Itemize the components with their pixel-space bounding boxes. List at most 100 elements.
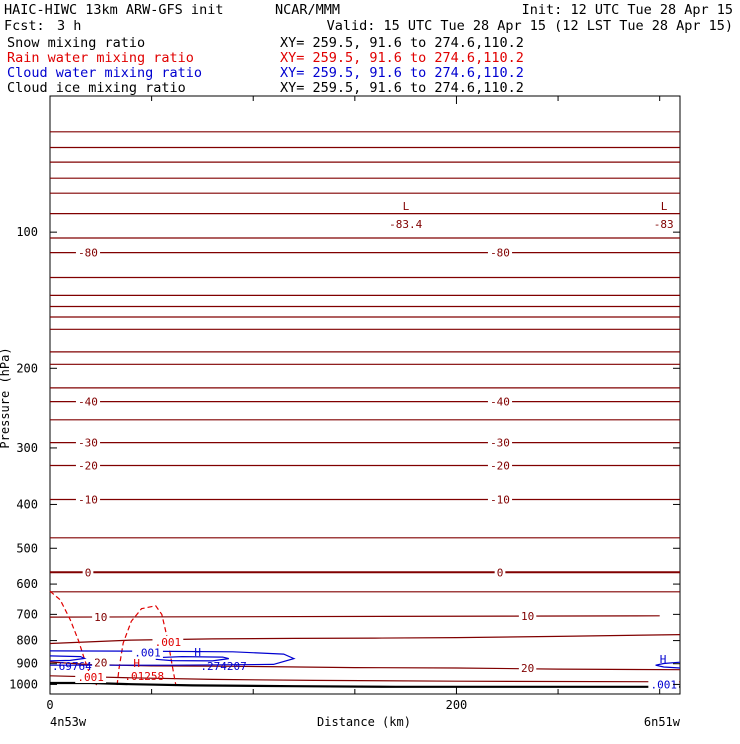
label-mask: [487, 246, 513, 259]
cloud-water-contour: [155, 655, 229, 662]
fcst-value: 3 h: [57, 18, 81, 34]
header: HAIC-HIWC 13km ARW-GFS init NCAR/MMM Ini…: [4, 2, 733, 96]
valid-time: Valid: 15 UTC Tue 28 Apr 15 (12 LST Tue …: [327, 18, 733, 34]
contour-label: -80: [78, 247, 98, 260]
contour-label: .001: [134, 646, 161, 659]
cloud-water-contour: [49, 655, 87, 662]
isotherm-lower: [49, 675, 681, 683]
contour-label: 10: [521, 610, 534, 623]
label-mask: [494, 566, 506, 579]
field-name: Cloud water mixing ratio: [7, 65, 202, 81]
x-axis-label: Distance (km): [317, 715, 411, 729]
contour-label: 0: [85, 566, 92, 579]
contour-label: -40: [78, 396, 98, 409]
contour-label: 10: [94, 611, 107, 624]
label-mask: [487, 436, 513, 449]
contour-label: -83.4: [389, 218, 422, 231]
temperature-contours: [49, 131, 681, 683]
isotherm-20: [49, 661, 681, 671]
label-mask: [75, 493, 101, 506]
label-mask: [132, 646, 163, 659]
label-mask: [518, 661, 537, 674]
low-marker: L: [661, 200, 668, 213]
init-time: Init: 12 UTC Tue 28 Apr 15: [522, 2, 733, 18]
contour-label: .001: [650, 678, 677, 691]
label-mask: [651, 217, 676, 230]
rain-max-value: .01258: [124, 670, 164, 683]
label-mask: [92, 611, 110, 624]
x-tick-label: 0: [46, 698, 53, 712]
field-list: Snow mixing ratio XY= 259.5, 91.6 to 274.…: [7, 35, 524, 96]
rain-contour: [49, 590, 98, 686]
contour-label: -80: [490, 247, 510, 260]
ground-pressure-line: [50, 681, 680, 688]
contour-label: -30: [490, 437, 510, 450]
cloud-max-value: .274207: [200, 660, 246, 673]
right-endpoint-label: 6n51w: [644, 715, 681, 729]
y-tick-label: 800: [16, 634, 38, 648]
left-endpoint-label: 4n53w: [50, 715, 87, 729]
label-mask: [75, 436, 101, 449]
cloud-max-marker: H: [194, 646, 201, 659]
label-mask: [75, 246, 101, 259]
field-name: Rain water mixing ratio: [7, 50, 194, 66]
contour-label: -83: [654, 218, 674, 231]
y-tick-label: 200: [16, 361, 38, 375]
y-tick-label: 100: [16, 225, 38, 239]
y-tick-label: 1000: [9, 677, 38, 691]
contour-label: 0: [497, 566, 504, 579]
label-mask: [648, 678, 680, 691]
field-xy: XY= 259.5, 91.6 to 274.6,110.2: [280, 50, 524, 66]
y-tick-label: 400: [16, 497, 38, 511]
label-mask: [386, 217, 425, 230]
cloud-water-contour: [655, 661, 681, 669]
isotherm-rising: [49, 634, 681, 645]
label-mask: [487, 395, 513, 408]
y-axis-label: Pressure (hPa): [0, 347, 12, 448]
field-xy: XY= 259.5, 91.6 to 274.6,110.2: [280, 35, 524, 51]
model-title: HAIC-HIWC 13km ARW-GFS init: [4, 2, 223, 18]
label-mask: [487, 459, 513, 472]
isotherm-10: [49, 615, 660, 618]
y-tick-label: 300: [16, 441, 38, 455]
label-mask: [82, 566, 94, 579]
label-mask: [152, 635, 184, 648]
y-tick-label: 900: [16, 657, 38, 671]
field-name: Cloud ice mixing ratio: [7, 80, 186, 96]
label-mask: [518, 610, 537, 623]
contour-label: -10: [78, 493, 98, 506]
rain-max-marker: H: [133, 657, 140, 670]
x-tick-label: 200: [446, 698, 468, 712]
y-tick-label: 600: [16, 577, 38, 591]
field-xy: XY= 259.5, 91.6 to 274.6,110.2: [280, 65, 524, 81]
contour-labels: -80 -80 -40 -40 -30 -30 -20 -20 -10 -10 0 0 10 10 20 20…: [52, 200, 680, 691]
org-label: NCAR/MMM: [275, 2, 340, 18]
contour-label: -20: [78, 459, 98, 472]
plot-area: -80 -80 -40 -40 -30 -30 -20 -20 -10 -10 0 0 10 10 20 20…: [9, 95, 681, 712]
contour-label: -10: [490, 493, 510, 506]
label-mask: [92, 656, 110, 669]
fcst-label: Fcst:: [4, 18, 45, 34]
field-xy: XY= 259.5, 91.6 to 274.6,110.2: [280, 80, 524, 96]
contour-label: .001: [155, 636, 182, 649]
plot-frame: [49, 95, 681, 695]
rain-water-contours: [49, 590, 177, 687]
label-mask: [487, 493, 513, 506]
rain-contour: [116, 605, 177, 687]
contour-label: -20: [490, 459, 510, 472]
contour-label: -30: [78, 437, 98, 450]
contour-label: 20: [521, 662, 534, 675]
y-tick-label: 700: [16, 607, 38, 621]
contour-label: .001: [77, 671, 104, 684]
label-mask: [75, 395, 101, 408]
contour-label: 20: [94, 657, 107, 670]
low-marker: L: [403, 200, 410, 213]
label-mask: [75, 671, 107, 684]
field-name: Snow mixing ratio: [7, 35, 145, 51]
cloud-max-marker: H: [660, 653, 667, 666]
cloud-max-value: .69764: [52, 660, 92, 673]
label-mask: [75, 459, 101, 472]
